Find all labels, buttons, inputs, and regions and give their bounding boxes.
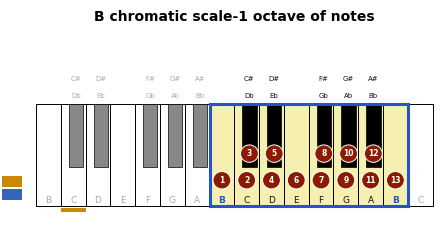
Bar bbox=[3, 189, 22, 200]
Bar bbox=[242, 104, 257, 167]
Text: Bb: Bb bbox=[369, 92, 378, 99]
Bar bbox=[284, 104, 308, 206]
Text: G: G bbox=[169, 196, 176, 205]
Text: Bb: Bb bbox=[195, 92, 205, 99]
Circle shape bbox=[312, 171, 330, 189]
Text: Ab: Ab bbox=[344, 92, 353, 99]
Text: 5: 5 bbox=[271, 149, 277, 158]
Text: E: E bbox=[293, 196, 299, 205]
Circle shape bbox=[362, 171, 380, 189]
Text: E: E bbox=[120, 196, 125, 205]
Text: F#: F# bbox=[319, 76, 329, 82]
Circle shape bbox=[241, 145, 258, 162]
Text: A#: A# bbox=[368, 76, 379, 82]
Bar bbox=[358, 104, 383, 206]
Bar bbox=[366, 104, 381, 167]
Circle shape bbox=[263, 171, 280, 189]
Text: D: D bbox=[268, 196, 275, 205]
Circle shape bbox=[386, 171, 404, 189]
Bar bbox=[135, 104, 160, 206]
Bar bbox=[61, 208, 86, 212]
Text: 10: 10 bbox=[343, 149, 354, 158]
Text: A#: A# bbox=[194, 76, 205, 82]
Text: D#: D# bbox=[95, 76, 106, 82]
Text: 4: 4 bbox=[269, 176, 274, 185]
Text: 3: 3 bbox=[247, 149, 252, 158]
Text: F: F bbox=[319, 196, 323, 205]
Bar bbox=[209, 104, 234, 206]
Text: Eb: Eb bbox=[270, 92, 279, 99]
Bar bbox=[259, 104, 284, 206]
Text: Gb: Gb bbox=[145, 92, 155, 99]
Circle shape bbox=[238, 171, 256, 189]
Bar bbox=[110, 104, 135, 206]
Bar bbox=[160, 104, 185, 206]
Bar bbox=[61, 104, 86, 206]
Text: C#: C# bbox=[244, 76, 255, 82]
Text: G#: G# bbox=[169, 76, 181, 82]
Text: G: G bbox=[342, 196, 349, 205]
Bar bbox=[86, 104, 110, 206]
Text: 1: 1 bbox=[219, 176, 224, 185]
Circle shape bbox=[364, 145, 382, 162]
Text: B: B bbox=[45, 196, 51, 205]
Bar bbox=[3, 176, 22, 187]
Text: Gb: Gb bbox=[319, 92, 329, 99]
Circle shape bbox=[315, 145, 333, 162]
Text: G#: G# bbox=[343, 76, 354, 82]
Bar bbox=[316, 104, 331, 167]
Text: A: A bbox=[194, 196, 200, 205]
Text: 7: 7 bbox=[319, 176, 324, 185]
Text: C: C bbox=[417, 196, 423, 205]
Text: F: F bbox=[145, 196, 150, 205]
Circle shape bbox=[337, 171, 355, 189]
Text: 2: 2 bbox=[244, 176, 249, 185]
Text: A: A bbox=[367, 196, 374, 205]
Text: Eb: Eb bbox=[96, 92, 105, 99]
Text: D: D bbox=[95, 196, 102, 205]
Text: 12: 12 bbox=[368, 149, 378, 158]
Text: 6: 6 bbox=[293, 176, 299, 185]
Text: 9: 9 bbox=[343, 176, 348, 185]
Text: F#: F# bbox=[145, 76, 155, 82]
Bar bbox=[334, 104, 358, 206]
Text: basicmusictheory.com: basicmusictheory.com bbox=[10, 68, 15, 134]
Bar bbox=[267, 104, 282, 167]
Text: Db: Db bbox=[71, 92, 81, 99]
Bar bbox=[69, 104, 83, 167]
Bar bbox=[168, 104, 182, 167]
Text: C: C bbox=[70, 196, 76, 205]
Bar bbox=[408, 104, 433, 206]
Text: B: B bbox=[219, 196, 225, 205]
Text: C#: C# bbox=[71, 76, 81, 82]
Text: B: B bbox=[392, 196, 399, 205]
Text: 8: 8 bbox=[321, 149, 326, 158]
Circle shape bbox=[287, 171, 305, 189]
Bar bbox=[94, 104, 108, 167]
Text: D#: D# bbox=[269, 76, 280, 82]
Bar bbox=[143, 104, 158, 167]
Circle shape bbox=[265, 145, 283, 162]
Circle shape bbox=[340, 145, 357, 162]
Text: 13: 13 bbox=[390, 176, 401, 185]
Text: 11: 11 bbox=[365, 176, 376, 185]
Text: Ab: Ab bbox=[171, 92, 180, 99]
Bar bbox=[193, 104, 207, 167]
Bar bbox=[383, 104, 408, 206]
Bar bbox=[234, 104, 259, 206]
Bar bbox=[308, 104, 334, 206]
Bar bbox=[209, 104, 408, 206]
Text: C: C bbox=[244, 196, 250, 205]
Text: Db: Db bbox=[245, 92, 254, 99]
Bar bbox=[185, 104, 209, 206]
Bar bbox=[341, 104, 356, 167]
Circle shape bbox=[213, 171, 231, 189]
Text: B chromatic scale-1 octave of notes: B chromatic scale-1 octave of notes bbox=[94, 10, 374, 24]
Bar bbox=[36, 104, 61, 206]
